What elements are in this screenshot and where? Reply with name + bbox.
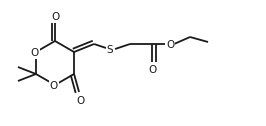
- Text: O: O: [50, 81, 58, 91]
- Text: O: O: [51, 12, 59, 22]
- Text: O: O: [148, 65, 156, 75]
- Text: O: O: [166, 40, 174, 50]
- Text: O: O: [31, 48, 39, 58]
- Text: S: S: [107, 45, 113, 55]
- Text: O: O: [76, 96, 84, 106]
